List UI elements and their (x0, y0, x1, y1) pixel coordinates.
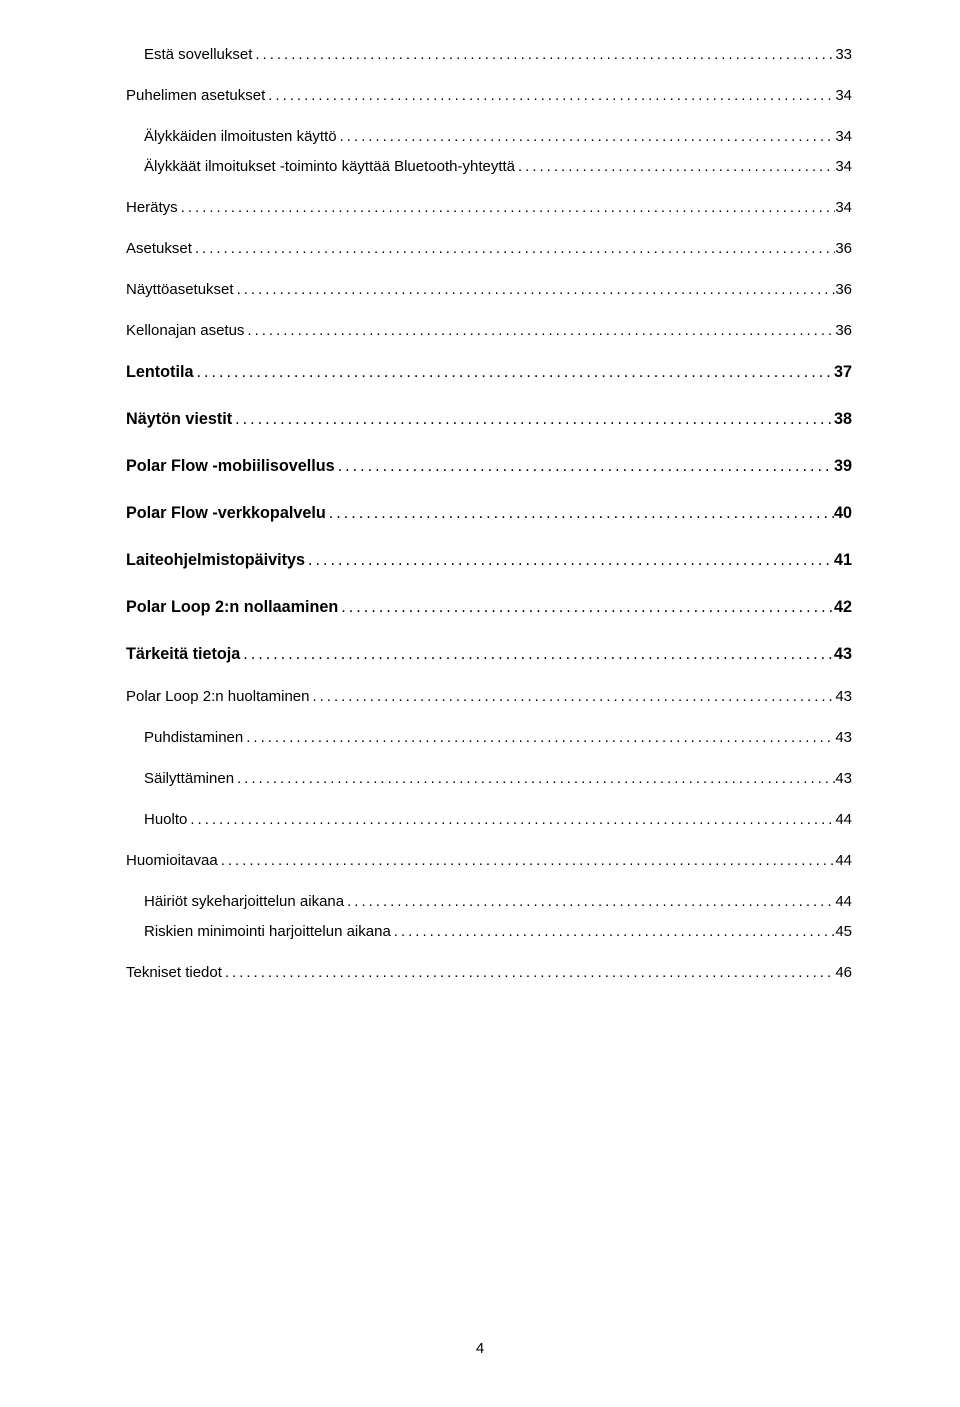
toc-entry: Lentotila...............................… (108, 363, 852, 382)
toc-entry: Puhdistaminen...........................… (108, 729, 852, 746)
toc-entry: Huolto..................................… (108, 811, 852, 828)
toc-entry: Puhelimen asetukset.....................… (108, 87, 852, 104)
toc-entry-page: 38 (834, 410, 852, 429)
toc-entry-label: Laiteohjelmistopäivitys (126, 551, 305, 570)
toc-entry-label: Kellonajan asetus (126, 322, 244, 339)
toc-entry: Riskien minimointi harjoittelun aikana..… (108, 923, 852, 940)
toc-entry: Näytön viestit..........................… (108, 410, 852, 429)
toc-dot-leader: ........................................… (309, 688, 835, 705)
toc-dot-leader: ........................................… (222, 964, 835, 981)
toc-entry: Polar Loop 2:n nollaaminen..............… (108, 598, 852, 617)
toc-dot-leader: ........................................… (252, 46, 835, 63)
toc-entry-page: 43 (835, 729, 852, 746)
toc-dot-leader: ........................................… (515, 158, 835, 175)
toc-entry-label: Huomioitavaa (126, 852, 218, 869)
toc-entry-page: 46 (835, 964, 852, 981)
toc-entry: Tekniset tiedot.........................… (108, 964, 852, 981)
toc-entry-label: Estä sovellukset (144, 46, 252, 63)
toc-entry-label: Riskien minimointi harjoittelun aikana (144, 923, 391, 940)
toc-entry-label: Polar Loop 2:n nollaaminen (126, 598, 338, 617)
toc-entry-label: Näyttöasetukset (126, 281, 234, 298)
toc-entry-label: Puhdistaminen (144, 729, 243, 746)
toc-dot-leader: ........................................… (187, 811, 835, 828)
toc-dot-leader: ........................................… (234, 770, 835, 787)
toc-dot-leader: ........................................… (240, 645, 834, 664)
toc-entry-label: Lentotila (126, 363, 193, 382)
toc-entry-page: 44 (835, 811, 852, 828)
toc-entry-label: Tekniset tiedot (126, 964, 222, 981)
toc-entry-label: Säilyttäminen (144, 770, 234, 787)
toc-entry-label: Näytön viestit (126, 410, 232, 429)
toc-list: Estä sovellukset........................… (108, 46, 852, 981)
toc-entry-label: Häiriöt sykeharjoittelun aikana (144, 893, 344, 910)
toc-dot-leader: ........................................… (305, 551, 834, 570)
toc-entry: Polar Flow -mobiilisovellus.............… (108, 457, 852, 476)
toc-entry-page: 34 (835, 87, 852, 104)
toc-entry-label: Huolto (144, 811, 187, 828)
toc-entry-label: Polar Flow -mobiilisovellus (126, 457, 335, 476)
toc-entry-page: 44 (835, 893, 852, 910)
toc-dot-leader: ........................................… (232, 410, 834, 429)
toc-entry-page: 36 (835, 322, 852, 339)
toc-dot-leader: ........................................… (193, 363, 834, 382)
toc-entry-label: Älykkäiden ilmoitusten käyttö (144, 128, 337, 145)
toc-entry-label: Herätys (126, 199, 178, 216)
toc-entry-label: Älykkäät ilmoitukset -toiminto käyttää B… (144, 158, 515, 175)
toc-dot-leader: ........................................… (244, 322, 835, 339)
toc-entry: Asetukset...............................… (108, 240, 852, 257)
toc-entry: Huomioitavaa............................… (108, 852, 852, 869)
toc-entry-label: Puhelimen asetukset (126, 87, 265, 104)
toc-entry: Tärkeitä tietoja........................… (108, 645, 852, 664)
toc-entry-page: 33 (835, 46, 852, 63)
toc-entry-page: 44 (835, 852, 852, 869)
toc-entry: Laiteohjelmistopäivitys.................… (108, 551, 852, 570)
toc-entry-page: 40 (834, 504, 852, 523)
toc-entry: Estä sovellukset........................… (108, 46, 852, 63)
toc-dot-leader: ........................................… (335, 457, 834, 476)
toc-entry: Polar Flow -verkkopalvelu...............… (108, 504, 852, 523)
toc-dot-leader: ........................................… (344, 893, 835, 910)
toc-dot-leader: ........................................… (265, 87, 835, 104)
toc-entry-page: 43 (835, 770, 852, 787)
toc-dot-leader: ........................................… (243, 729, 835, 746)
toc-entry-page: 36 (835, 281, 852, 298)
toc-dot-leader: ........................................… (178, 199, 836, 216)
page-number: 4 (0, 1340, 960, 1357)
page: Estä sovellukset........................… (0, 0, 960, 1407)
toc-entry: Kellonajan asetus.......................… (108, 322, 852, 339)
toc-entry-label: Polar Loop 2:n huoltaminen (126, 688, 309, 705)
toc-entry-page: 34 (835, 128, 852, 145)
toc-entry-page: 39 (834, 457, 852, 476)
toc-entry-page: 42 (834, 598, 852, 617)
toc-dot-leader: ........................................… (337, 128, 836, 145)
toc-dot-leader: ........................................… (338, 598, 834, 617)
toc-entry-label: Asetukset (126, 240, 192, 257)
toc-dot-leader: ........................................… (326, 504, 834, 523)
toc-entry-page: 41 (834, 551, 852, 570)
toc-entry-page: 43 (834, 645, 852, 664)
toc-entry-label: Tärkeitä tietoja (126, 645, 240, 664)
toc-entry: Säilyttäminen...........................… (108, 770, 852, 787)
toc-entry: Älykkäiden ilmoitusten käyttö...........… (108, 128, 852, 145)
toc-dot-leader: ........................................… (234, 281, 836, 298)
toc-entry-page: 43 (835, 688, 852, 705)
toc-dot-leader: ........................................… (218, 852, 836, 869)
toc-dot-leader: ........................................… (192, 240, 835, 257)
toc-entry-label: Polar Flow -verkkopalvelu (126, 504, 326, 523)
toc-entry-page: 34 (835, 158, 852, 175)
toc-entry: Herätys.................................… (108, 199, 852, 216)
toc-entry-page: 37 (834, 363, 852, 382)
toc-entry: Älykkäät ilmoitukset -toiminto käyttää B… (108, 158, 852, 175)
toc-entry-page: 34 (835, 199, 852, 216)
toc-entry: Näyttöasetukset.........................… (108, 281, 852, 298)
toc-entry-page: 45 (835, 923, 852, 940)
toc-dot-leader: ........................................… (391, 923, 836, 940)
toc-entry-page: 36 (835, 240, 852, 257)
toc-entry: Häiriöt sykeharjoittelun aikana.........… (108, 893, 852, 910)
toc-entry: Polar Loop 2:n huoltaminen..............… (108, 688, 852, 705)
